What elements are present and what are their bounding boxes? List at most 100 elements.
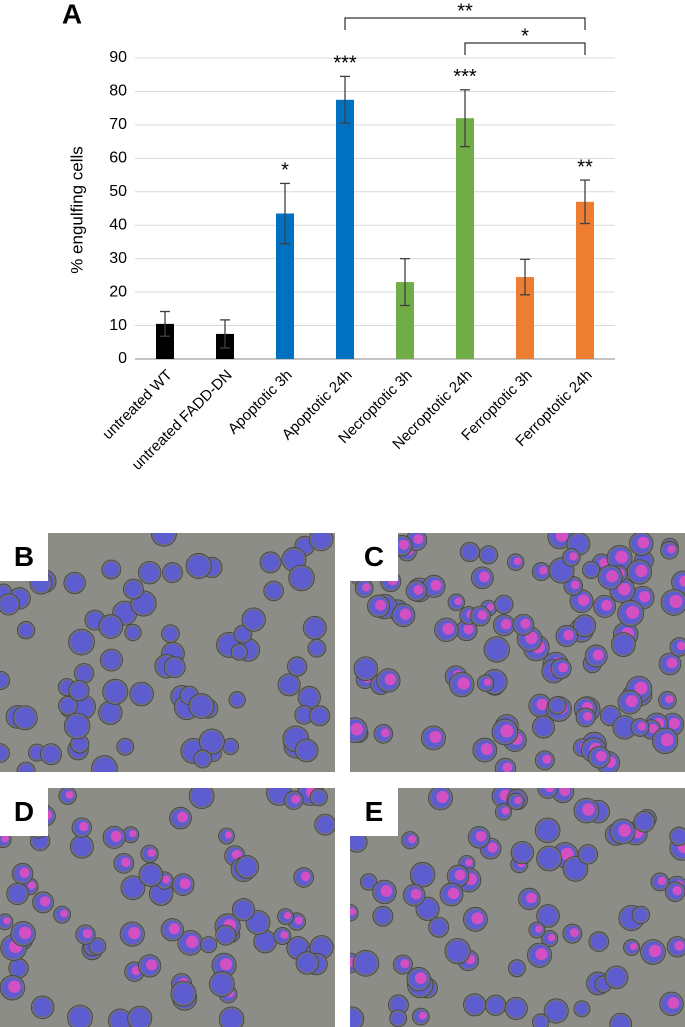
engulfed bbox=[300, 871, 311, 882]
nucleus bbox=[217, 927, 234, 944]
nucleus bbox=[590, 933, 607, 950]
nucleus bbox=[564, 858, 586, 880]
nucleus bbox=[312, 790, 326, 804]
error-bar bbox=[460, 89, 470, 148]
panel-label: B bbox=[0, 533, 48, 581]
nucleus bbox=[412, 864, 433, 886]
error-bar bbox=[220, 319, 230, 349]
nucleus bbox=[19, 623, 33, 637]
engulfed bbox=[219, 958, 233, 971]
significance-label: *** bbox=[453, 66, 477, 88]
engulfed bbox=[513, 557, 522, 565]
nucleus bbox=[261, 553, 280, 571]
engulfed bbox=[483, 678, 492, 686]
nucleus bbox=[33, 997, 52, 1017]
nucleus bbox=[462, 544, 478, 560]
engulfed bbox=[596, 750, 607, 762]
panel-label: D bbox=[0, 788, 48, 836]
engulfed bbox=[185, 935, 199, 949]
engulfed bbox=[291, 794, 301, 804]
y-tick-label: 80 bbox=[109, 83, 127, 100]
significance-label: ** bbox=[577, 156, 593, 178]
nucleus bbox=[126, 626, 140, 639]
nucleus bbox=[221, 1008, 243, 1027]
nucleus bbox=[607, 967, 626, 987]
engulfed bbox=[570, 580, 580, 590]
nucleus bbox=[537, 819, 559, 841]
bar bbox=[516, 277, 534, 359]
nucleus bbox=[496, 597, 512, 612]
engulfed bbox=[39, 896, 51, 907]
nucleus bbox=[122, 877, 144, 898]
nucleus bbox=[510, 961, 524, 975]
nucleus bbox=[191, 788, 213, 807]
engulfed bbox=[544, 788, 555, 793]
error-bar bbox=[280, 182, 290, 245]
engulfed bbox=[582, 803, 595, 816]
nucleus bbox=[614, 717, 635, 738]
micrograph: B bbox=[0, 533, 335, 772]
error-bar bbox=[400, 258, 410, 307]
engulfed bbox=[526, 892, 537, 904]
nucleus bbox=[195, 752, 210, 766]
nucleus bbox=[430, 919, 447, 936]
nucleus bbox=[163, 626, 178, 641]
engulfed bbox=[79, 821, 89, 832]
engulfed bbox=[430, 579, 442, 591]
nucleus bbox=[93, 757, 116, 772]
engulfed bbox=[478, 571, 490, 583]
engulfed bbox=[563, 629, 574, 641]
nucleus bbox=[513, 843, 532, 862]
error-bar bbox=[160, 310, 170, 337]
y-axis-label: % engulfing cells bbox=[67, 146, 86, 274]
engulfed bbox=[465, 858, 473, 867]
engulfed bbox=[410, 888, 422, 900]
y-tick-label: 90 bbox=[109, 49, 127, 66]
engulfed bbox=[487, 842, 498, 853]
engulfed bbox=[294, 916, 303, 925]
nucleus bbox=[354, 952, 377, 975]
engulfed bbox=[555, 533, 568, 542]
engulfed bbox=[667, 545, 676, 554]
nucleus bbox=[247, 912, 269, 933]
engulfed bbox=[162, 875, 171, 884]
engulfed bbox=[558, 662, 568, 673]
nucleus bbox=[91, 939, 104, 953]
engulfed bbox=[535, 948, 548, 961]
nucleus bbox=[350, 833, 366, 851]
cells bbox=[0, 788, 335, 1027]
engulfed bbox=[668, 717, 681, 730]
engulfed bbox=[350, 907, 356, 916]
engulfed bbox=[626, 605, 640, 619]
nucleus bbox=[311, 533, 332, 549]
nucleus bbox=[118, 740, 132, 754]
engulfed bbox=[665, 695, 674, 704]
nucleus bbox=[417, 899, 438, 919]
engulfed bbox=[177, 811, 188, 823]
nucleus bbox=[0, 595, 18, 614]
engulfed bbox=[542, 754, 552, 764]
nucleus bbox=[550, 698, 564, 713]
nucleus bbox=[237, 857, 257, 877]
engulfed bbox=[669, 594, 683, 609]
engulfed bbox=[615, 550, 628, 564]
significance-label: * bbox=[281, 160, 289, 182]
nucleus bbox=[42, 745, 60, 763]
nucleus bbox=[140, 563, 159, 583]
engulfed bbox=[400, 959, 410, 969]
engulfed bbox=[283, 911, 292, 920]
engulfed bbox=[429, 730, 442, 743]
nucleus bbox=[300, 688, 319, 707]
x-tick-label: untreated FADD-DN bbox=[129, 367, 236, 474]
bar bbox=[276, 213, 294, 359]
chart: A % engulfing cells 0 10 20 30 40 50 60 70 80 90 u… bbox=[62, 0, 615, 474]
nucleus bbox=[72, 696, 94, 718]
nucleus bbox=[390, 996, 407, 1013]
engulfed bbox=[436, 790, 449, 803]
engulfed bbox=[60, 909, 68, 918]
nucleus bbox=[311, 707, 328, 724]
engulfed bbox=[380, 885, 393, 897]
cells bbox=[350, 788, 685, 1027]
nucleus bbox=[243, 609, 264, 630]
